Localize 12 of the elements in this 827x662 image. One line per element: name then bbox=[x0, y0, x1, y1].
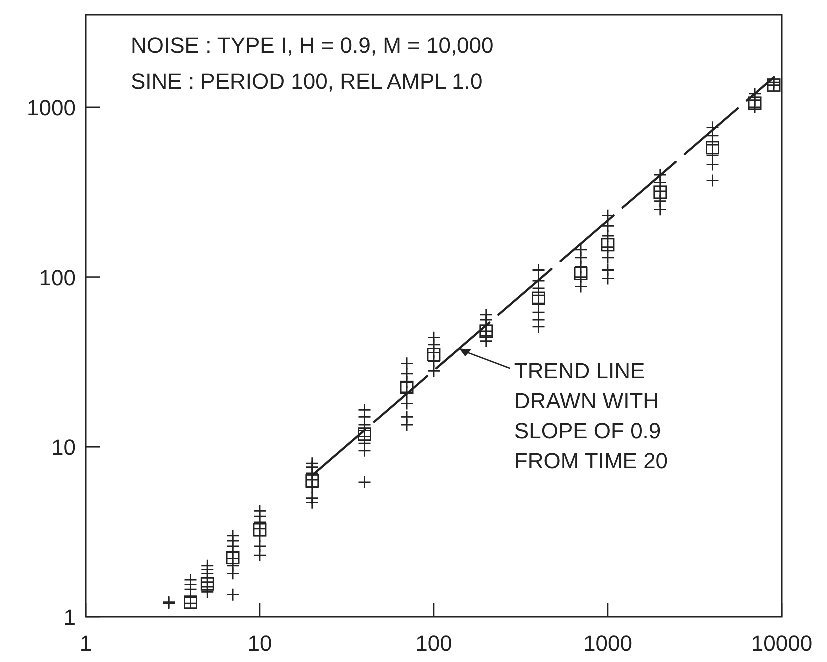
annotation: NOISE : TYPE I, H = 0.9, M = 10,000 bbox=[131, 33, 494, 58]
x-tick-label: 1000 bbox=[584, 631, 632, 656]
y-tick-label: 10 bbox=[52, 435, 76, 460]
annotation: SINE : PERIOD 100, REL AMPL 1.0 bbox=[131, 69, 483, 94]
y-tick-label: 100 bbox=[39, 265, 76, 290]
annotation: TREND LINE DRAWN WITH SLOPE OF 0.9 FROM TIME 20 bbox=[514, 358, 668, 474]
y-tick-label: 1 bbox=[64, 605, 76, 630]
x-tick-label: 10 bbox=[248, 631, 272, 656]
x-tick-label: 100 bbox=[416, 631, 452, 656]
x-tick-label: 10000 bbox=[751, 631, 813, 656]
x-tick-label: 1 bbox=[80, 631, 92, 656]
y-tick-label: 1000 bbox=[27, 95, 76, 120]
